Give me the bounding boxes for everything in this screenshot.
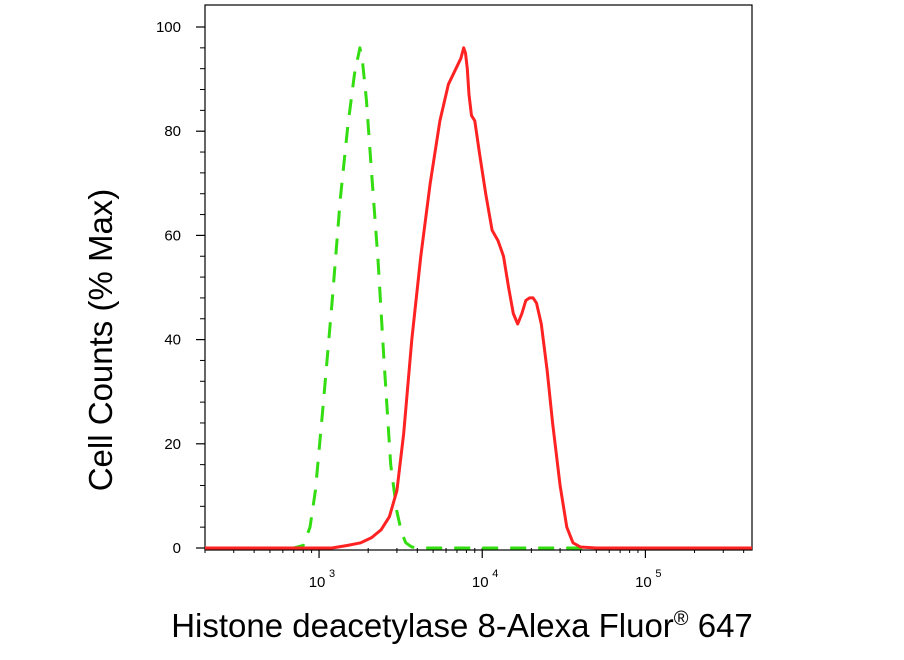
y-tick-label: 40 xyxy=(164,332,181,349)
x-tick-label-exponent: 4 xyxy=(492,568,498,580)
y-tick-label: 60 xyxy=(164,227,181,244)
y-axis-title: Cell Counts (% Max) xyxy=(82,189,119,492)
x-axis-title-suffix: 647 xyxy=(689,607,753,644)
x-tick-label-exponent: 5 xyxy=(655,568,661,580)
x-tick-label-base: 10 xyxy=(309,574,326,591)
x-axis-title: Histone deacetylase 8-Alexa Fluor® 647 xyxy=(171,607,753,644)
x-tick-label-exponent: 3 xyxy=(329,568,335,580)
x-tick-label-base: 10 xyxy=(472,574,489,591)
series-layer xyxy=(205,46,752,550)
x-tick-label-base: 10 xyxy=(635,574,652,591)
histogram-series-2 xyxy=(205,46,752,550)
histogram-series-1 xyxy=(205,46,752,550)
x-axis: 10 3 10 4 10 5 xyxy=(204,548,745,591)
plot-frame xyxy=(204,4,753,551)
x-axis-title-main: Histone deacetylase 8-Alexa Fluor xyxy=(171,607,674,644)
y-axis: 0 20 40 60 80 100 xyxy=(156,19,205,557)
y-tick-label: 0 xyxy=(173,540,181,557)
x-axis-title-registered-mark: ® xyxy=(674,608,689,630)
y-tick-label: 20 xyxy=(164,436,181,453)
y-tick-label: 100 xyxy=(156,19,181,36)
y-tick-label: 80 xyxy=(164,123,181,140)
